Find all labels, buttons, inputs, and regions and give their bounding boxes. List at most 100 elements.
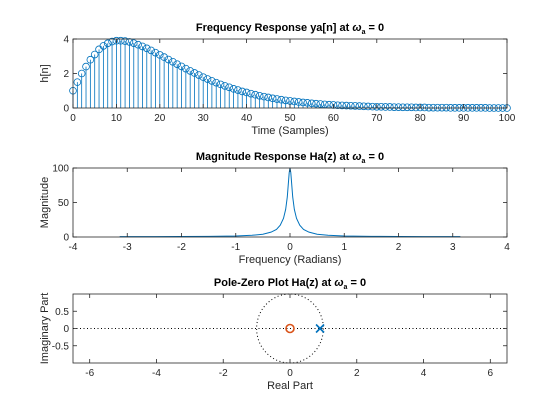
stem-marker — [312, 99, 320, 108]
y-tick-label: 0 — [63, 233, 69, 244]
stem-marker — [299, 98, 307, 107]
stem-marker — [333, 101, 342, 110]
stem-marker — [307, 99, 316, 108]
x-tick-label: 6 — [488, 368, 494, 379]
y-axis-label: Imaginary Part — [39, 293, 51, 365]
stem-marker — [242, 88, 251, 97]
stem-marker — [134, 40, 142, 49]
x-tick-label: 0 — [287, 242, 293, 253]
stem-marker — [121, 37, 129, 45]
stem-marker — [368, 102, 377, 111]
axes-3: Pole-Zero Plot Ha(z) at ωa = 0 -6 -4 -2 0 2 4 6… — [39, 277, 508, 392]
stem-marker — [338, 101, 346, 110]
stem-marker — [177, 62, 186, 71]
stem-marker — [355, 102, 364, 110]
stem-marker — [203, 75, 212, 83]
zero-marker — [285, 323, 295, 334]
x-tick-label: 50 — [284, 113, 296, 124]
title-omega: ω — [334, 277, 343, 289]
stem-marker — [142, 44, 151, 53]
axes-2: Magnitude Response Ha(z) at ωa = 0 -4 -3 -2… — [39, 151, 510, 266]
x-tick-label: 2 — [396, 242, 402, 253]
stem-marker — [255, 91, 264, 100]
title-main: Frequency Response ya[n] at — [196, 22, 353, 34]
x-tick-label: -4 — [69, 242, 78, 253]
y-tick-label: 0 — [63, 324, 69, 335]
stem-marker — [82, 62, 90, 71]
stem-marker — [399, 103, 407, 112]
stem-series — [69, 36, 511, 112]
x-axis-label: Frequency (Radians) — [239, 254, 342, 266]
stem-marker — [156, 51, 164, 59]
stem-marker — [225, 83, 234, 92]
x-tick-label: 20 — [154, 113, 166, 124]
y-tick-label: 0 — [63, 104, 69, 115]
x-tick-label: 70 — [371, 113, 383, 124]
x-tick-label: 30 — [198, 113, 210, 124]
stem-marker — [160, 53, 168, 61]
stem-marker — [199, 73, 208, 81]
y-tick-label: -0.5 — [52, 341, 70, 352]
x-axis-label: Real Part — [267, 380, 313, 392]
stem-marker — [372, 102, 381, 111]
stem-marker — [403, 103, 411, 112]
stem-marker — [346, 101, 355, 110]
stem-marker — [77, 69, 86, 78]
title-main: Pole-Zero Plot Ha(z) at — [214, 277, 334, 289]
stem-marker — [151, 48, 160, 57]
x-tick-label: 2 — [354, 368, 360, 379]
stem-marker — [381, 103, 390, 111]
y-tick-label: 0.5 — [55, 307, 69, 318]
x-tick-label: 1 — [341, 242, 347, 253]
axes-1: Frequency Response ya[n] at ωa = 0 0 10 20 3… — [39, 22, 516, 137]
x-tick-label: -2 — [177, 242, 186, 253]
stem-marker — [164, 55, 173, 64]
x-tick-label: -2 — [219, 368, 228, 379]
stem-marker — [247, 89, 255, 98]
stem-marker — [147, 46, 155, 55]
x-tick-label: 80 — [415, 113, 427, 124]
stem-marker — [268, 94, 277, 103]
x-tick-label: 90 — [458, 113, 470, 124]
stem-marker — [129, 39, 138, 47]
y-axis-label: h[n] — [39, 64, 51, 82]
stem-marker — [90, 50, 99, 59]
stem-marker — [103, 39, 112, 48]
title-omega: ω — [352, 22, 361, 34]
x-axis-label: Time (Samples) — [251, 125, 328, 137]
stem-marker — [359, 102, 368, 111]
x-tick-label: -1 — [231, 242, 240, 253]
stem-marker — [264, 93, 273, 102]
stem-marker — [394, 103, 403, 111]
x-tick-label: 4 — [421, 368, 427, 379]
pole-stroke — [315, 323, 325, 334]
x-tick-label: 0 — [287, 368, 293, 379]
x-tick-label: 0 — [70, 113, 76, 124]
chart-title: Pole-Zero Plot Ha(z) at ωa = 0 — [214, 277, 366, 291]
stem-marker — [386, 103, 394, 111]
stem-marker — [221, 82, 229, 90]
stem-marker — [116, 36, 125, 45]
stem-marker — [112, 36, 121, 45]
stem-marker — [238, 87, 247, 96]
stem-marker — [412, 103, 420, 112]
title-suffix: = 0 — [365, 151, 384, 163]
title-subscript: a — [362, 29, 366, 36]
title-suffix: = 0 — [365, 22, 384, 34]
stem-marker — [190, 69, 199, 77]
x-tick-label: 10 — [111, 113, 123, 124]
stem-marker — [303, 99, 312, 107]
stem-marker — [229, 85, 238, 93]
x-tick-label: 100 — [499, 113, 516, 124]
title-omega: ω — [352, 151, 361, 163]
stem-marker — [420, 103, 429, 112]
y-tick-label: 4 — [63, 35, 69, 46]
stem-marker — [195, 71, 203, 79]
stem-marker — [234, 86, 242, 94]
stem-marker — [138, 42, 147, 51]
stem-marker — [86, 55, 95, 64]
stem-marker — [216, 80, 225, 89]
chart-title: Magnitude Response Ha(z) at ωa = 0 — [196, 151, 384, 165]
plot-area — [73, 39, 507, 108]
